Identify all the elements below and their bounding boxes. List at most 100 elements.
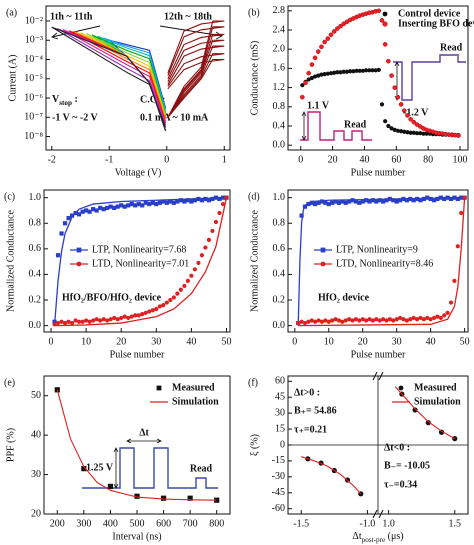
data-point — [414, 317, 420, 322]
y-tick-label: -15 — [272, 455, 285, 466]
y-axis-label: Current (A) — [7, 55, 18, 102]
data-point — [330, 318, 335, 323]
data-point — [343, 318, 348, 323]
y-tick-label: 20 — [31, 508, 41, 519]
data-point — [394, 199, 399, 204]
data-point — [389, 73, 394, 78]
x-tick-label: 20 — [116, 336, 126, 347]
data-point — [76, 212, 82, 217]
annotation: 1th ~ 11th — [50, 11, 93, 22]
data-point — [445, 310, 450, 315]
x-tick-label: 1 — [222, 154, 227, 165]
data-point — [435, 314, 440, 319]
data-point — [119, 315, 124, 321]
data-point — [336, 200, 342, 205]
panel-label: (f) — [248, 377, 258, 388]
data-point — [87, 209, 92, 214]
data-point — [150, 308, 155, 313]
x-axis-label: Interval (ns) — [112, 531, 161, 542]
y-tick-label: 60 — [275, 376, 285, 387]
data-point — [136, 313, 141, 318]
annotation: Read — [344, 119, 367, 130]
data-point — [335, 26, 340, 31]
data-point — [98, 205, 103, 211]
data-point — [323, 318, 328, 323]
data-point — [328, 32, 334, 38]
axis-break — [372, 371, 384, 519]
data-point — [336, 318, 342, 323]
annotation: -1.2 V — [403, 107, 429, 118]
annotation-sub: stop — [59, 99, 72, 107]
data-point — [126, 315, 131, 321]
data-point — [452, 278, 457, 283]
data-point — [421, 196, 426, 202]
y-tick-label: 10⁻³ — [25, 35, 43, 46]
data-point — [133, 313, 138, 318]
data-point — [367, 68, 372, 73]
data-point — [302, 320, 308, 326]
data-point — [438, 315, 443, 321]
data-point — [224, 195, 229, 200]
x-tick-label: 100 — [453, 154, 468, 165]
data-point — [438, 429, 445, 435]
y-tick-label: -30 — [272, 471, 285, 482]
data-point — [322, 39, 327, 45]
fit-line — [53, 197, 227, 326]
interval-arrow — [126, 438, 162, 444]
x-tick-label: 1.0 — [382, 518, 395, 529]
data-point — [161, 303, 166, 308]
panel-label: (e) — [4, 377, 15, 388]
data-point — [306, 201, 311, 207]
x-tick-label: -2 — [48, 154, 56, 165]
data-point — [112, 315, 117, 321]
data-point — [119, 203, 124, 208]
data-point — [299, 319, 304, 324]
x-tick-label: -1.0 — [359, 518, 375, 529]
x-tick-label: 700 — [183, 518, 198, 529]
y-tick-label: 10⁻⁴ — [24, 54, 43, 65]
data-point — [203, 245, 208, 250]
x-tick-label: 0 — [292, 336, 297, 347]
x-axis-label-suffix: (μs) — [385, 531, 403, 542]
data-point — [340, 319, 345, 324]
y-tick-label: 10⁻⁵ — [24, 73, 43, 84]
data-point — [387, 317, 392, 322]
data-point — [62, 221, 68, 226]
data-point — [73, 210, 78, 216]
data-point — [462, 195, 467, 200]
data-point — [115, 204, 120, 209]
data-point — [306, 319, 311, 324]
data-point — [332, 70, 337, 75]
legend-marker — [382, 21, 388, 27]
data-point — [69, 213, 75, 218]
data-point — [364, 318, 369, 323]
data-point — [189, 199, 194, 204]
panel-label: (d) — [248, 191, 260, 202]
legend-label: Simulation — [414, 396, 461, 407]
data-point — [81, 466, 87, 472]
data-point — [425, 315, 430, 321]
data-point — [428, 196, 433, 202]
legend-label: Measured — [414, 382, 457, 393]
data-point — [206, 198, 212, 203]
data-point — [206, 237, 212, 242]
legend-label: Inserting BFO device — [398, 18, 474, 29]
data-point — [333, 199, 338, 204]
data-point — [171, 200, 176, 205]
data-point — [171, 295, 176, 300]
data-point — [448, 196, 454, 202]
data-point — [84, 208, 89, 213]
y-axis-label: Normalized Conductance — [249, 209, 260, 311]
plot-frame — [287, 189, 469, 333]
y-tick-label: 0.6 — [29, 243, 42, 254]
data-point — [343, 200, 348, 205]
data-point — [438, 195, 443, 200]
annotation: B₊= 54.86 — [294, 405, 337, 416]
data-point — [354, 68, 359, 73]
data-point — [442, 196, 447, 202]
annotation: τ₊=0.21 — [294, 424, 327, 435]
data-line — [167, 58, 225, 118]
y-tick-label: 1.2 — [273, 82, 286, 93]
data-point — [133, 203, 138, 208]
data-point — [364, 198, 369, 203]
